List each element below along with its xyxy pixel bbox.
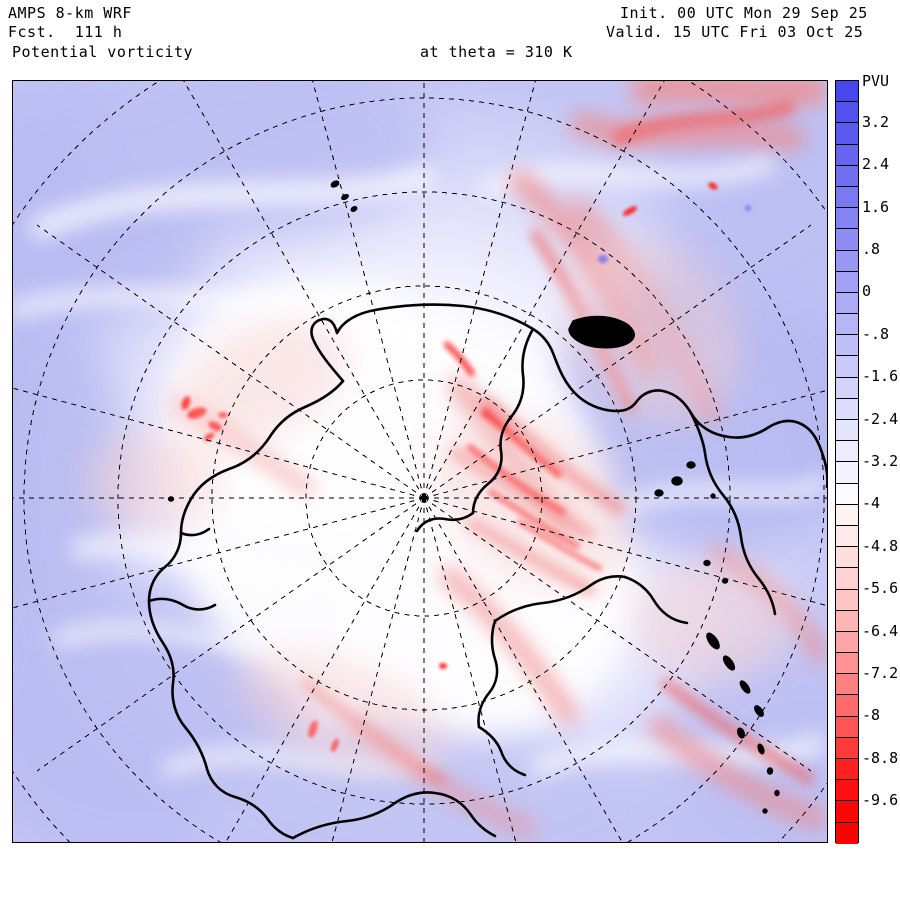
valid-time: Valid. 15 UTC Fri 03 Oct 25 (606, 23, 864, 41)
colorbar-cell (836, 759, 858, 781)
colorbar-cell (836, 250, 858, 272)
model-title: AMPS 8-km WRF (8, 4, 132, 22)
colorbar-cell (836, 737, 858, 759)
colorbar-cell (836, 229, 858, 251)
colorbar-cell (836, 186, 858, 209)
theta-level-label: at theta = 310 K (420, 43, 573, 61)
colorbar-tick-label: -5.6 (862, 579, 899, 598)
map-panel (12, 80, 828, 843)
colorbar-tick-label: -8.8 (862, 748, 899, 767)
colorbar-cell (836, 377, 858, 399)
colorbar-tick-label: -.8 (862, 324, 890, 343)
colorbar-cell (836, 462, 858, 484)
field-name: Potential vorticity (12, 43, 194, 61)
colorbar-cell (836, 441, 858, 463)
graticule-grid (13, 81, 827, 842)
header-block: AMPS 8-km WRF Fcst. 111 h Potential vort… (0, 0, 900, 80)
colorbar-cell (836, 716, 858, 738)
colorbar-tick-label: -4.8 (862, 536, 899, 555)
init-time: Init. 00 UTC Mon 29 Sep 25 (620, 4, 868, 22)
colorbar-cell (836, 102, 858, 124)
colorbar-cell (836, 525, 858, 548)
colorbar (835, 80, 859, 844)
colorbar-cell (836, 504, 858, 526)
colorbar-cell (836, 780, 858, 802)
colorbar-cell (836, 547, 858, 569)
colorbar-tick-label: -7.2 (862, 663, 899, 682)
colorbar-tick-label: -6.4 (862, 621, 899, 640)
colorbar-tick-label: -4 (862, 494, 881, 513)
colorbar-cell (836, 208, 858, 230)
colorbar-tick-labels: 3.2 2.4 1.6 .8 0 -.8 -1.6 -2.4 -3.2 -4 -4.8 -5.6 -6.… (862, 80, 900, 850)
colorbar-cell (836, 123, 858, 145)
colorbar-cell (836, 568, 858, 590)
colorbar-cell (836, 631, 858, 654)
colorbar-cell (836, 335, 858, 357)
colorbar-cell (836, 674, 858, 696)
colorbar-cell (836, 356, 858, 378)
colorbar-tick-label: 1.6 (862, 197, 890, 216)
colorbar-cell (836, 483, 858, 505)
colorbar-cell (836, 81, 858, 103)
colorbar-cell (836, 822, 858, 844)
colorbar-cell (836, 695, 858, 717)
colorbar-cell (836, 292, 858, 315)
colorbar-tick-label: 3.2 (862, 112, 890, 131)
colorbar-cell (836, 271, 858, 293)
potential-vorticity-field (13, 81, 827, 842)
colorbar-tick-label: -8 (862, 706, 881, 725)
colorbar-cell (836, 801, 858, 823)
colorbar-tick-label: -2.4 (862, 409, 899, 428)
colorbar-cell (836, 589, 858, 611)
forecast-hour: Fcst. 111 h (8, 23, 123, 41)
colorbar-tick-label: 0 (862, 282, 872, 301)
colorbar-tick-label: 2.4 (862, 155, 890, 174)
colorbar-cell (836, 165, 858, 187)
colorbar-cell (836, 420, 858, 442)
map-canvas (13, 81, 827, 842)
colorbar-tick-label: -3.2 (862, 452, 899, 470)
colorbar-tick-label: .8 (862, 240, 881, 259)
colorbar-cell (836, 398, 858, 420)
antarctica-coastline (147, 180, 827, 840)
colorbar-tick-label: -1.6 (862, 367, 899, 386)
colorbar-units-label: PVU (862, 72, 890, 90)
colorbar-cell (836, 653, 858, 675)
colorbar-tick-label: -9.6 (862, 791, 899, 810)
colorbar-cell (836, 610, 858, 632)
colorbar-cell (836, 314, 858, 336)
colorbar-cell (836, 144, 858, 166)
